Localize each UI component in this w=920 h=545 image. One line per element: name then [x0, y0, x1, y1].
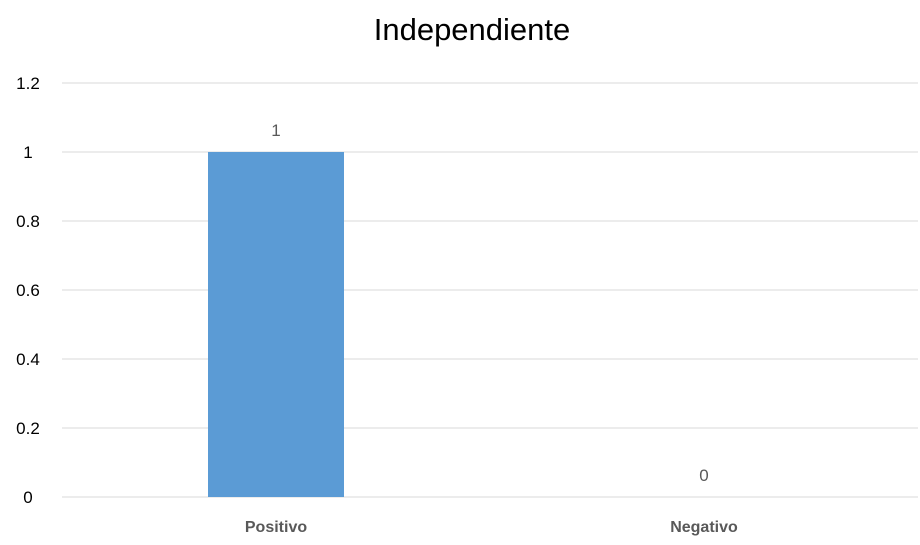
x-tick-label: Positivo — [245, 519, 307, 536]
x-tick-label: Negativo — [670, 519, 738, 536]
y-tick-label: 0.8 — [16, 212, 40, 231]
y-tick-label: 1 — [23, 143, 32, 162]
y-tick-label: 0.6 — [16, 281, 40, 300]
x-axis-tick-labels: Positivo Negativo — [245, 519, 738, 536]
chart-title: Independiente — [374, 12, 571, 47]
y-tick-label: 0.2 — [16, 419, 40, 438]
data-label: 1 — [271, 121, 280, 140]
y-tick-label: 0.4 — [16, 350, 40, 369]
gridlines — [62, 82, 918, 498]
data-labels: 10 — [271, 121, 708, 485]
bars — [208, 152, 344, 497]
y-tick-label: 1.2 — [16, 74, 40, 93]
y-axis-tick-labels: 0 0.2 0.4 0.6 0.8 1 1.2 — [16, 74, 40, 507]
y-tick-label: 0 — [23, 488, 32, 507]
data-label: 0 — [699, 466, 708, 485]
bar-positivo — [208, 152, 344, 497]
